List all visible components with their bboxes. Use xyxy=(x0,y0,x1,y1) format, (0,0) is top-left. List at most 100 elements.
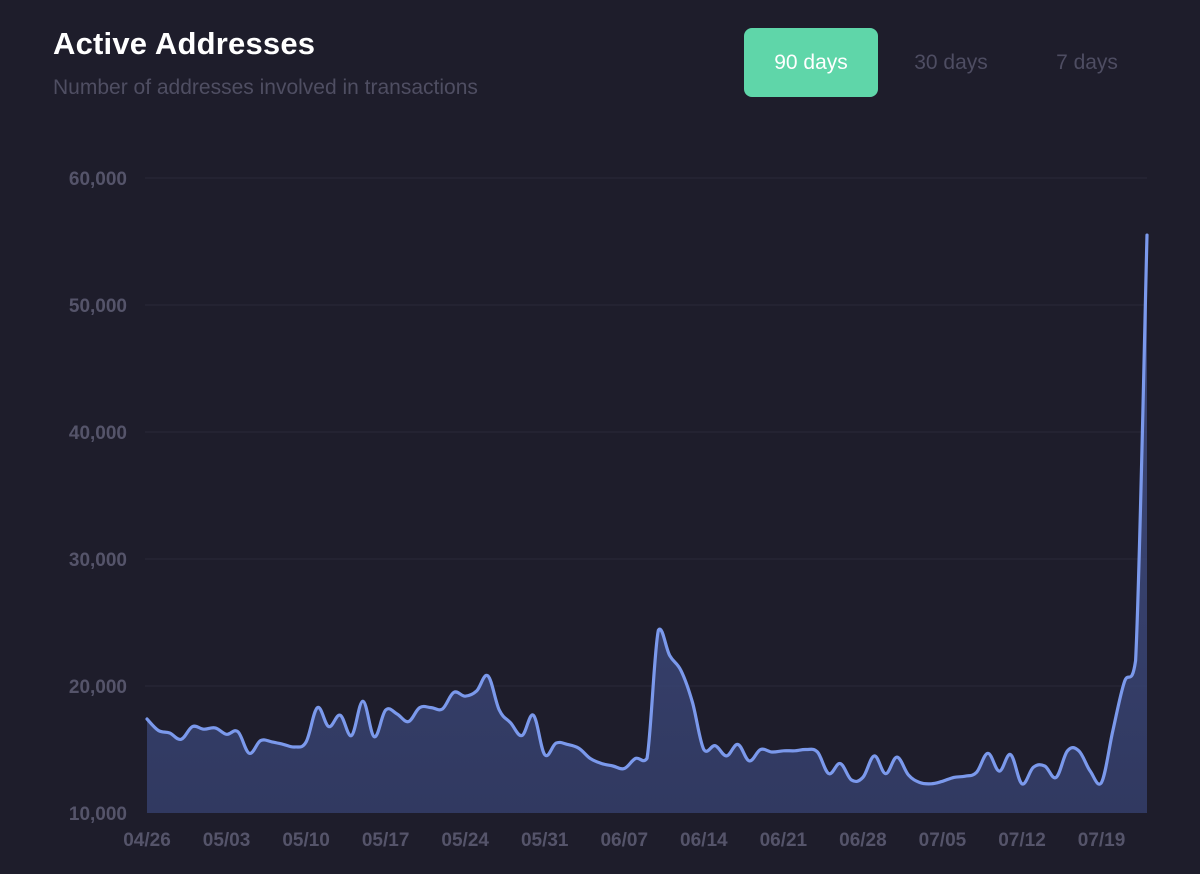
data-point xyxy=(804,748,808,752)
data-point xyxy=(1077,749,1081,753)
data-point xyxy=(691,701,695,705)
data-point xyxy=(600,762,604,766)
data-point xyxy=(225,732,229,736)
x-tick-label: 05/03 xyxy=(203,830,251,851)
data-point xyxy=(656,628,660,632)
data-point xyxy=(509,721,513,725)
data-point xyxy=(634,756,638,760)
data-point xyxy=(736,742,740,746)
data-point xyxy=(963,774,967,778)
data-point xyxy=(338,713,342,717)
y-tick-label: 60,000 xyxy=(69,169,127,190)
data-point xyxy=(838,762,842,766)
data-point xyxy=(543,753,547,757)
data-point xyxy=(679,669,683,673)
data-point xyxy=(316,706,320,710)
data-point xyxy=(520,734,524,738)
data-point xyxy=(293,745,297,749)
data-point xyxy=(429,706,433,710)
data-point xyxy=(531,713,535,717)
data-point xyxy=(156,729,160,733)
x-tick-label: 05/10 xyxy=(282,830,330,851)
x-tick-label: 05/17 xyxy=(362,830,410,851)
x-tick-label: 05/24 xyxy=(441,830,489,851)
data-point xyxy=(918,781,922,785)
time-range-selector: 90 days 30 days 7 days xyxy=(744,28,1154,98)
data-point xyxy=(384,708,388,712)
y-tick-label: 50,000 xyxy=(69,296,127,317)
data-point xyxy=(247,751,251,755)
data-point xyxy=(441,707,445,711)
data-point xyxy=(395,712,399,716)
data-point xyxy=(622,767,626,771)
data-point xyxy=(463,694,467,698)
x-tick-label: 04/26 xyxy=(123,830,171,851)
gridlines xyxy=(145,177,1147,687)
data-point xyxy=(747,759,751,763)
y-tick-label: 10,000 xyxy=(69,804,127,825)
series-line xyxy=(145,233,1149,786)
x-tick-label: 07/19 xyxy=(1078,830,1126,851)
data-point xyxy=(1111,729,1115,733)
data-point xyxy=(1054,775,1058,779)
data-point xyxy=(270,740,274,744)
data-point xyxy=(486,674,490,678)
data-point xyxy=(1009,753,1013,757)
chart-subtitle: Number of addresses involved in transact… xyxy=(53,76,478,99)
series-layer xyxy=(145,233,1149,814)
data-point xyxy=(213,726,217,730)
data-point xyxy=(452,690,456,694)
data-point xyxy=(1134,659,1138,663)
data-point xyxy=(168,731,172,735)
data-point xyxy=(906,773,910,777)
data-point xyxy=(1043,764,1047,768)
data-point xyxy=(1031,765,1035,769)
data-point xyxy=(725,754,729,758)
data-point xyxy=(1020,782,1024,786)
data-point xyxy=(668,654,672,658)
y-tick-label: 30,000 xyxy=(69,550,127,571)
y-tick-label: 20,000 xyxy=(69,677,127,698)
data-point xyxy=(304,740,308,744)
data-point xyxy=(884,772,888,776)
data-point xyxy=(497,708,501,712)
data-point xyxy=(986,751,990,755)
data-point xyxy=(577,746,581,750)
data-point xyxy=(372,735,376,739)
data-point xyxy=(770,750,774,754)
x-tick-label: 06/21 xyxy=(760,830,808,851)
data-point xyxy=(191,725,195,729)
data-point xyxy=(941,779,945,783)
data-point xyxy=(1100,781,1104,785)
data-point xyxy=(361,699,365,703)
data-point xyxy=(759,748,763,752)
data-point xyxy=(406,720,410,724)
data-point xyxy=(145,717,149,721)
data-point xyxy=(554,741,558,745)
data-point xyxy=(281,742,285,746)
tab-7-days[interactable]: 7 days xyxy=(1020,28,1154,97)
data-point xyxy=(872,754,876,758)
data-point xyxy=(327,725,331,729)
data-point xyxy=(202,727,206,731)
x-tick-label: 06/07 xyxy=(600,830,648,851)
data-point xyxy=(236,730,240,734)
data-point xyxy=(350,734,354,738)
data-point xyxy=(1066,749,1070,753)
data-point xyxy=(781,749,785,753)
data-point xyxy=(179,737,183,741)
x-tick-label: 07/05 xyxy=(919,830,967,851)
data-point xyxy=(929,782,933,786)
data-point xyxy=(816,750,820,754)
x-tick-label: 07/12 xyxy=(998,830,1046,851)
x-axis: 04/26 05/03 05/10 05/17 05/24 05/31 06/07 06/14… xyxy=(123,830,1125,851)
data-point xyxy=(645,756,649,760)
data-point xyxy=(895,755,899,759)
data-point xyxy=(418,706,422,710)
data-point xyxy=(588,756,592,760)
tab-90-days[interactable]: 90 days xyxy=(744,28,878,97)
data-point xyxy=(997,769,1001,773)
tab-30-days[interactable]: 30 days xyxy=(884,28,1018,97)
data-point xyxy=(566,742,570,746)
